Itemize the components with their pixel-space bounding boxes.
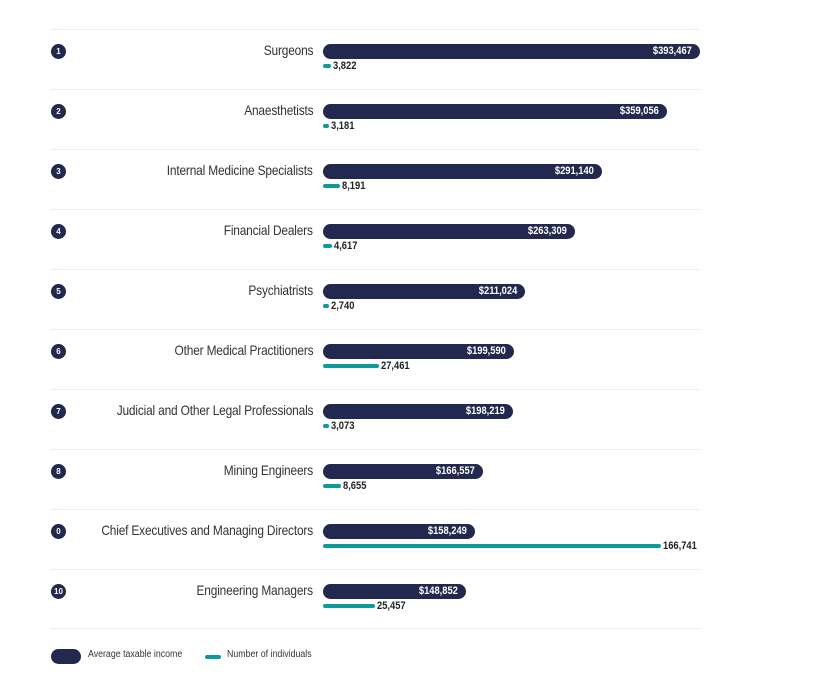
divider (50, 628, 700, 629)
income-bar: $148,852 (323, 584, 466, 599)
individuals-value: 3,073 (331, 420, 355, 432)
income-value: $359,056 (620, 105, 660, 117)
individuals-bar (323, 244, 333, 248)
category-label: Other Medical Practitioners (174, 342, 313, 358)
rank-badge: 3 (51, 164, 66, 179)
income-value: $393,467 (652, 45, 692, 57)
divider (50, 509, 700, 510)
rank-badge: 6 (51, 344, 66, 359)
rank-badge: 7 (51, 404, 66, 419)
legend-swatch-individuals (205, 655, 221, 659)
category-label: Psychiatrists (248, 282, 313, 298)
category-label: Chief Executives and Managing Directors (101, 522, 313, 538)
income-value: $263,309 (528, 225, 568, 237)
income-bar: $166,557 (323, 464, 483, 479)
income-value: $211,024 (478, 285, 518, 297)
category-label: Anaesthetists (243, 102, 313, 118)
individuals-value: 25,457 (376, 600, 406, 612)
rank-badge: 4 (51, 224, 66, 239)
rank-badge: 8 (51, 464, 66, 479)
individuals-bar (323, 184, 340, 188)
income-value: $148,852 (418, 585, 458, 597)
income-value: $158,249 (427, 525, 467, 537)
divider (50, 269, 700, 270)
individuals-bar (323, 544, 661, 548)
individuals-bar (323, 424, 330, 428)
category-label: Mining Engineers (223, 462, 313, 478)
divider (50, 569, 700, 570)
rank-badge: 5 (51, 284, 66, 299)
income-bar: $263,309 (323, 224, 576, 239)
individuals-value: 4,617 (334, 240, 358, 252)
income-bar: $199,590 (323, 344, 515, 359)
individuals-bar (323, 364, 379, 368)
legend-label-individuals: Number of individuals (227, 649, 312, 660)
divider (50, 89, 700, 90)
divider (50, 209, 700, 210)
divider (50, 329, 700, 330)
income-bar: $359,056 (323, 104, 668, 119)
divider (50, 389, 700, 390)
individuals-bar (323, 304, 329, 308)
divider (50, 449, 700, 450)
income-bar: $291,140 (323, 164, 602, 179)
category-label: Judicial and Other Legal Professionals (116, 402, 313, 418)
individuals-bar (323, 604, 375, 608)
individuals-bar (323, 64, 331, 68)
individuals-value: 2,740 (330, 300, 354, 312)
individuals-value: 3,822 (332, 60, 357, 72)
category-label: Surgeons (263, 42, 313, 58)
individuals-bar (323, 124, 330, 128)
individuals-value: 27,461 (380, 360, 410, 372)
category-label: Engineering Managers (196, 582, 314, 598)
individuals-value: 8,191 (341, 180, 365, 192)
rank-badge: 0 (51, 524, 66, 539)
rank-badge: 1 (51, 44, 66, 59)
income-bar: $211,024 (323, 284, 526, 299)
income-value: $166,557 (435, 465, 475, 477)
individuals-bar (323, 484, 341, 488)
individuals-value: 166,741 (663, 540, 697, 552)
legend-swatch-income (51, 649, 81, 664)
individuals-value: 3,181 (331, 120, 355, 132)
income-value: $198,219 (465, 405, 505, 417)
category-label: Internal Medicine Specialists (167, 162, 313, 178)
individuals-value: 8,655 (342, 480, 366, 492)
rank-badge: 10 (51, 584, 66, 599)
rank-badge: 2 (51, 104, 66, 119)
divider (50, 149, 700, 150)
income-value: $291,140 (554, 165, 594, 177)
income-bar: $158,249 (323, 524, 475, 539)
category-label: Financial Dealers (223, 222, 313, 238)
divider (50, 29, 700, 30)
legend-label-income: Average taxable income (88, 649, 183, 660)
income-value: $199,590 (467, 345, 507, 357)
income-bar: $393,467 (323, 44, 700, 59)
income-bar: $198,219 (323, 404, 513, 419)
